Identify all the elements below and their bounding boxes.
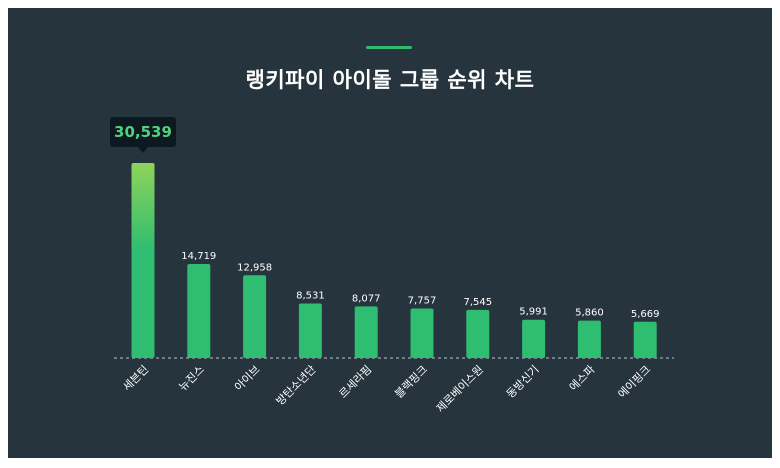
bar-chart: 30,539 세븐틴 14,719 뉴진스 12,958 아이브 8,531 방탄소년단 8,0…: [110, 117, 674, 415]
chart-title: 랭키파이 아이돌 그룹 순위 차트: [245, 68, 535, 92]
bar-7: [466, 309, 490, 358]
value-label-4: 8,531: [296, 291, 325, 302]
bar-10: [633, 321, 657, 358]
category-label-5: 르세라핌: [337, 363, 375, 401]
category-label-1: 세븐틴: [120, 363, 151, 394]
value-label-1: 30,539: [114, 123, 172, 141]
value-label-8: 5,991: [519, 307, 548, 318]
value-label-3: 12,958: [237, 262, 272, 273]
category-label-2: 뉴진스: [176, 363, 207, 394]
bar-6: [410, 308, 434, 358]
tooltip-box: [110, 117, 176, 147]
bar-5: [354, 306, 378, 358]
category-label-10: 에이핑크: [616, 363, 654, 401]
chart-card: 랭키파이 아이돌 그룹 순위 차트 30,539 세븐틴 14,719 뉴진스 12,9…: [8, 8, 772, 458]
value-label-5: 8,077: [352, 293, 381, 304]
bar-3: [243, 275, 267, 358]
value-label-6: 7,757: [408, 295, 437, 306]
value-label-9: 5,860: [575, 308, 604, 319]
bar-4: [298, 303, 322, 358]
category-label-8: 동방신기: [504, 363, 542, 401]
category-label-3: 아이브: [232, 363, 263, 394]
tooltip-arrow: [138, 147, 148, 153]
category-label-9: 에스파: [567, 363, 598, 394]
bar-1: [131, 163, 155, 358]
category-label-7: 제로베이스원: [434, 363, 486, 415]
title-accent-line: [366, 46, 412, 49]
bar-8: [522, 319, 546, 358]
value-label-7: 7,545: [463, 297, 492, 308]
value-label-2: 14,719: [181, 251, 216, 262]
category-label-6: 블랙핑크: [392, 363, 430, 401]
category-label-4: 방탄소년단: [274, 363, 319, 408]
value-label-10: 5,669: [631, 309, 660, 320]
bar-2: [187, 264, 211, 358]
bar-9: [577, 320, 601, 358]
